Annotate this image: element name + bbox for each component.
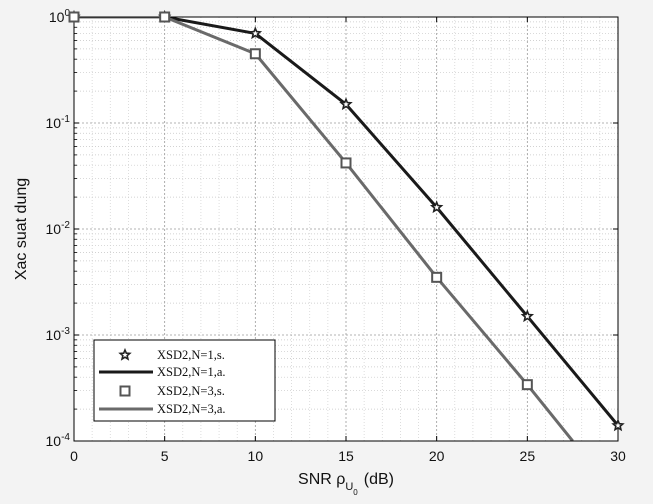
x-axis-label-sub: U — [345, 481, 353, 493]
legend-label: XSD2,N=1,s. — [157, 348, 225, 362]
y-axis-label: Xac suat dung — [13, 178, 30, 280]
data-point-star — [248, 26, 263, 40]
x-tick-label: 25 — [520, 448, 536, 464]
legend-label: XSD2,N=3,a. — [157, 402, 226, 416]
y-tick-label: 100 — [49, 8, 71, 25]
x-axis-label-main: SNR ρ — [298, 471, 345, 488]
y-tick-label: 10-3 — [46, 326, 71, 343]
y-tick-label: 10-2 — [46, 220, 71, 237]
data-point-star — [611, 418, 625, 432]
x-tick-label: 20 — [429, 448, 445, 464]
data-point-star — [429, 200, 444, 214]
legend-items: XSD2,N=1,s. XSD2,N=1,a. XSD2,N=3,s. XSD2,N=… — [99, 347, 226, 416]
legend-label: XSD2,N=1,a. — [157, 365, 226, 379]
legend-label: XSD2,N=3,s. — [157, 384, 225, 398]
x-tick-label: 10 — [248, 448, 264, 464]
x-tick-label: 30 — [610, 448, 626, 464]
x-tick-label: 5 — [161, 448, 169, 464]
ticks: 0 5 10 15 20 25 30 100 10-1 10-2 10-3 10-4 — [46, 8, 626, 464]
data-point-square — [68, 11, 80, 23]
legend-marker-star — [118, 347, 132, 361]
x-axis-label-unit: (dB) — [364, 471, 394, 488]
data-point-square — [159, 11, 171, 23]
x-tick-label: 15 — [338, 448, 354, 464]
data-point-square — [521, 379, 533, 391]
data-point-star — [339, 97, 353, 111]
data-point-star — [520, 309, 535, 323]
legend-marker-square — [119, 385, 131, 397]
x-tick-label: 0 — [70, 448, 78, 464]
y-tick-label: 10-1 — [46, 114, 71, 131]
x-axis-label: SNR ρU0 (dB) — [298, 471, 394, 497]
data-point-square — [431, 271, 443, 283]
legend: XSD2,N=1,s. XSD2,N=1,a. XSD2,N=3,s. XSD2,N=… — [93, 339, 276, 422]
x-axis-label-subsub: 0 — [353, 488, 358, 497]
data-point-square — [249, 48, 261, 60]
data-point-square — [340, 157, 352, 169]
y-tick-label: 10-4 — [46, 432, 71, 449]
series-markers — [67, 9, 625, 432]
